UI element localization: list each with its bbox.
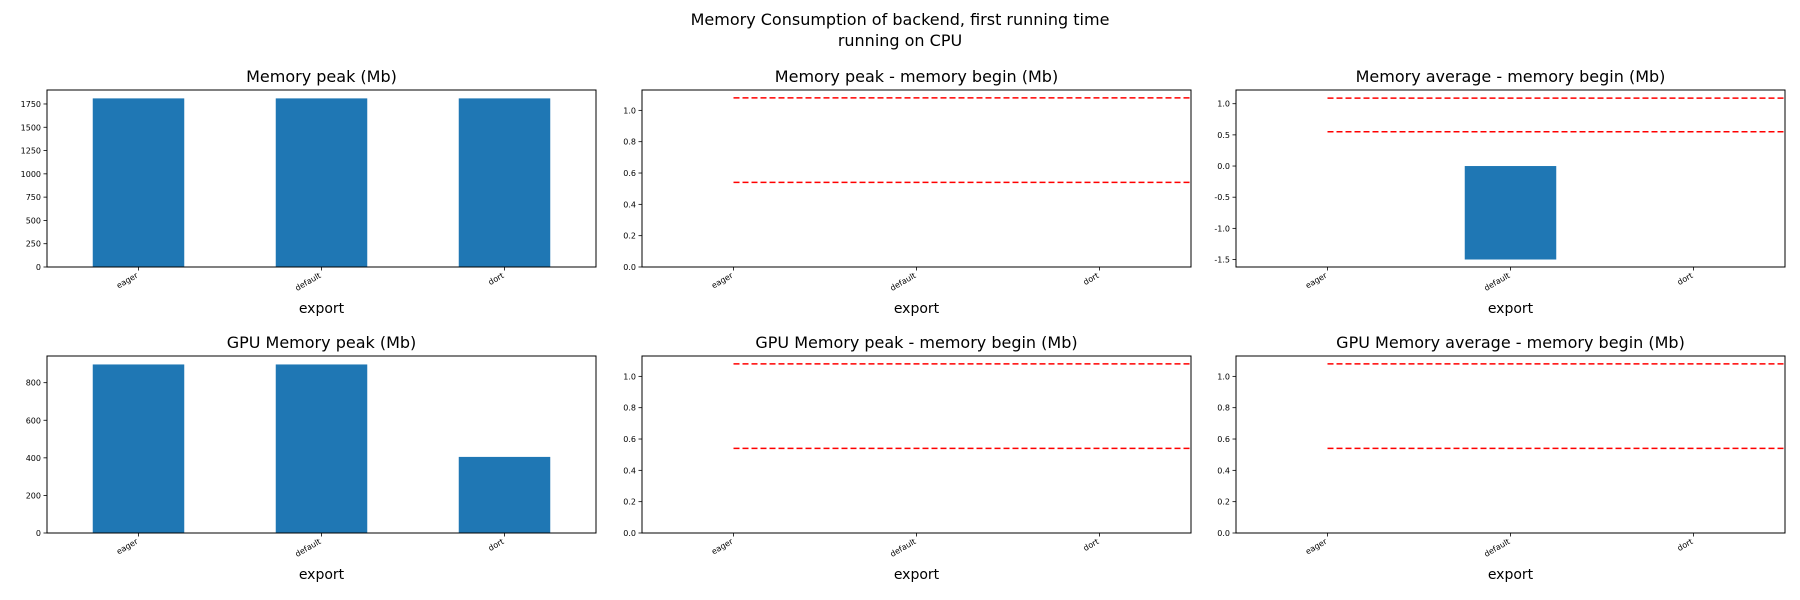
x-tick-label: default — [1483, 271, 1512, 293]
y-tick-label: 1000 — [21, 170, 41, 179]
x-tick-label: eager — [1304, 271, 1329, 291]
y-tick-label: 0 — [36, 263, 41, 272]
y-tick-label: 1.0 — [623, 106, 636, 115]
y-tick-label: 1.0 — [1217, 372, 1230, 381]
y-tick-label: 750 — [26, 193, 41, 202]
panel-title: Memory peak (Mb) — [246, 67, 397, 86]
gpu-memory-peak-panel: GPU Memory peak (Mb) export 0 200 400 600 80… — [26, 333, 597, 583]
bar-eager — [92, 364, 185, 533]
y-tick-label: 0.6 — [1217, 435, 1230, 444]
y-tick-label: 0.0 — [623, 263, 636, 272]
x-tick-label: dort — [487, 271, 506, 287]
y-tick-label: 0.0 — [623, 529, 636, 538]
x-tick-label: eager — [115, 271, 140, 291]
axes-frame — [641, 89, 1192, 268]
bar-dort — [458, 98, 551, 267]
x-tick-label: dort — [1082, 537, 1101, 553]
panel-title: GPU Memory average - memory begin (Mb) — [1336, 333, 1685, 352]
y-tick-label: 200 — [26, 491, 41, 500]
panel-title: GPU Memory peak (Mb) — [227, 333, 417, 352]
x-axis-label: export — [1488, 301, 1534, 317]
axes-frame — [641, 355, 1192, 534]
y-tick-label: 1750 — [21, 100, 41, 109]
y-tick-label: 0.4 — [1217, 466, 1230, 475]
figure-title-line1: Memory Consumption of backend, first run… — [691, 10, 1110, 29]
y-tick-label: 0.6 — [623, 435, 636, 444]
x-tick-label: eager — [710, 537, 735, 557]
y-tick-label: 1.0 — [1217, 100, 1230, 109]
y-tick-label: 0.2 — [623, 232, 636, 241]
panel-title: GPU Memory peak - memory begin (Mb) — [755, 333, 1077, 352]
y-tick-label: 0.0 — [1217, 162, 1230, 171]
memory-average-minus-begin-panel: Memory average - memory begin (Mb) expor… — [1214, 67, 1786, 317]
axes-frame — [1235, 355, 1786, 534]
y-tick-label: 250 — [26, 240, 41, 249]
x-tick-label: eager — [115, 537, 140, 557]
y-tick-label: -0.5 — [1214, 193, 1230, 202]
y-tick-label: 0.6 — [623, 169, 636, 178]
y-tick-label: 0.4 — [623, 466, 636, 475]
memory-peak-minus-begin-panel: Memory peak - memory begin (Mb) export 0… — [623, 67, 1192, 317]
y-tick-label: -1.5 — [1214, 256, 1230, 265]
x-tick-label: dort — [1676, 537, 1695, 553]
y-tick-label: -1.0 — [1214, 224, 1230, 233]
y-tick-label: 0.8 — [1217, 404, 1230, 413]
y-tick-label: 0.2 — [623, 498, 636, 507]
x-tick-label: eager — [710, 271, 735, 291]
panel-title: Memory peak - memory begin (Mb) — [775, 67, 1058, 86]
panel-title: Memory average - memory begin (Mb) — [1356, 67, 1666, 86]
gpu-memory-average-minus-begin-panel: GPU Memory average - memory begin (Mb) e… — [1217, 333, 1786, 583]
x-tick-label: default — [1483, 537, 1512, 559]
bar-default — [275, 98, 368, 267]
x-tick-label: default — [294, 271, 323, 293]
bar-eager — [92, 98, 185, 267]
y-tick-label: 800 — [26, 379, 41, 388]
x-axis-label: export — [894, 567, 940, 583]
x-tick-label: dort — [1082, 271, 1101, 287]
x-tick-label: eager — [1304, 537, 1329, 557]
x-tick-label: dort — [487, 537, 506, 553]
x-tick-label: default — [889, 537, 918, 559]
x-tick-label: dort — [1676, 271, 1695, 287]
x-axis-label: export — [299, 301, 345, 317]
y-tick-label: 600 — [26, 416, 41, 425]
y-tick-label: 400 — [26, 454, 41, 463]
y-tick-label: 1500 — [21, 123, 41, 132]
x-axis-label: export — [894, 301, 940, 317]
x-axis-label: export — [299, 567, 345, 583]
x-axis-label: export — [1488, 567, 1534, 583]
memory-peak-panel: Memory peak (Mb) export 0 250 500 750 1000 12… — [21, 67, 597, 317]
bar-default — [1464, 166, 1557, 260]
y-tick-label: 1250 — [21, 147, 41, 156]
y-tick-label: 0 — [36, 529, 41, 538]
bar-dort — [458, 456, 551, 533]
x-tick-label: default — [294, 537, 323, 559]
y-tick-label: 500 — [26, 216, 41, 225]
y-tick-label: 0.8 — [623, 138, 636, 147]
y-tick-label: 0.4 — [623, 200, 636, 209]
bar-default — [275, 364, 368, 533]
x-tick-label: default — [889, 271, 918, 293]
figure-title-line2: running on CPU — [838, 31, 962, 50]
y-tick-label: 0.0 — [1217, 529, 1230, 538]
y-tick-label: 1.0 — [623, 372, 636, 381]
y-tick-label: 0.2 — [1217, 498, 1230, 507]
y-tick-label: 0.5 — [1217, 131, 1230, 140]
gpu-memory-peak-minus-begin-panel: GPU Memory peak - memory begin (Mb) expo… — [623, 333, 1192, 583]
y-tick-label: 0.8 — [623, 404, 636, 413]
